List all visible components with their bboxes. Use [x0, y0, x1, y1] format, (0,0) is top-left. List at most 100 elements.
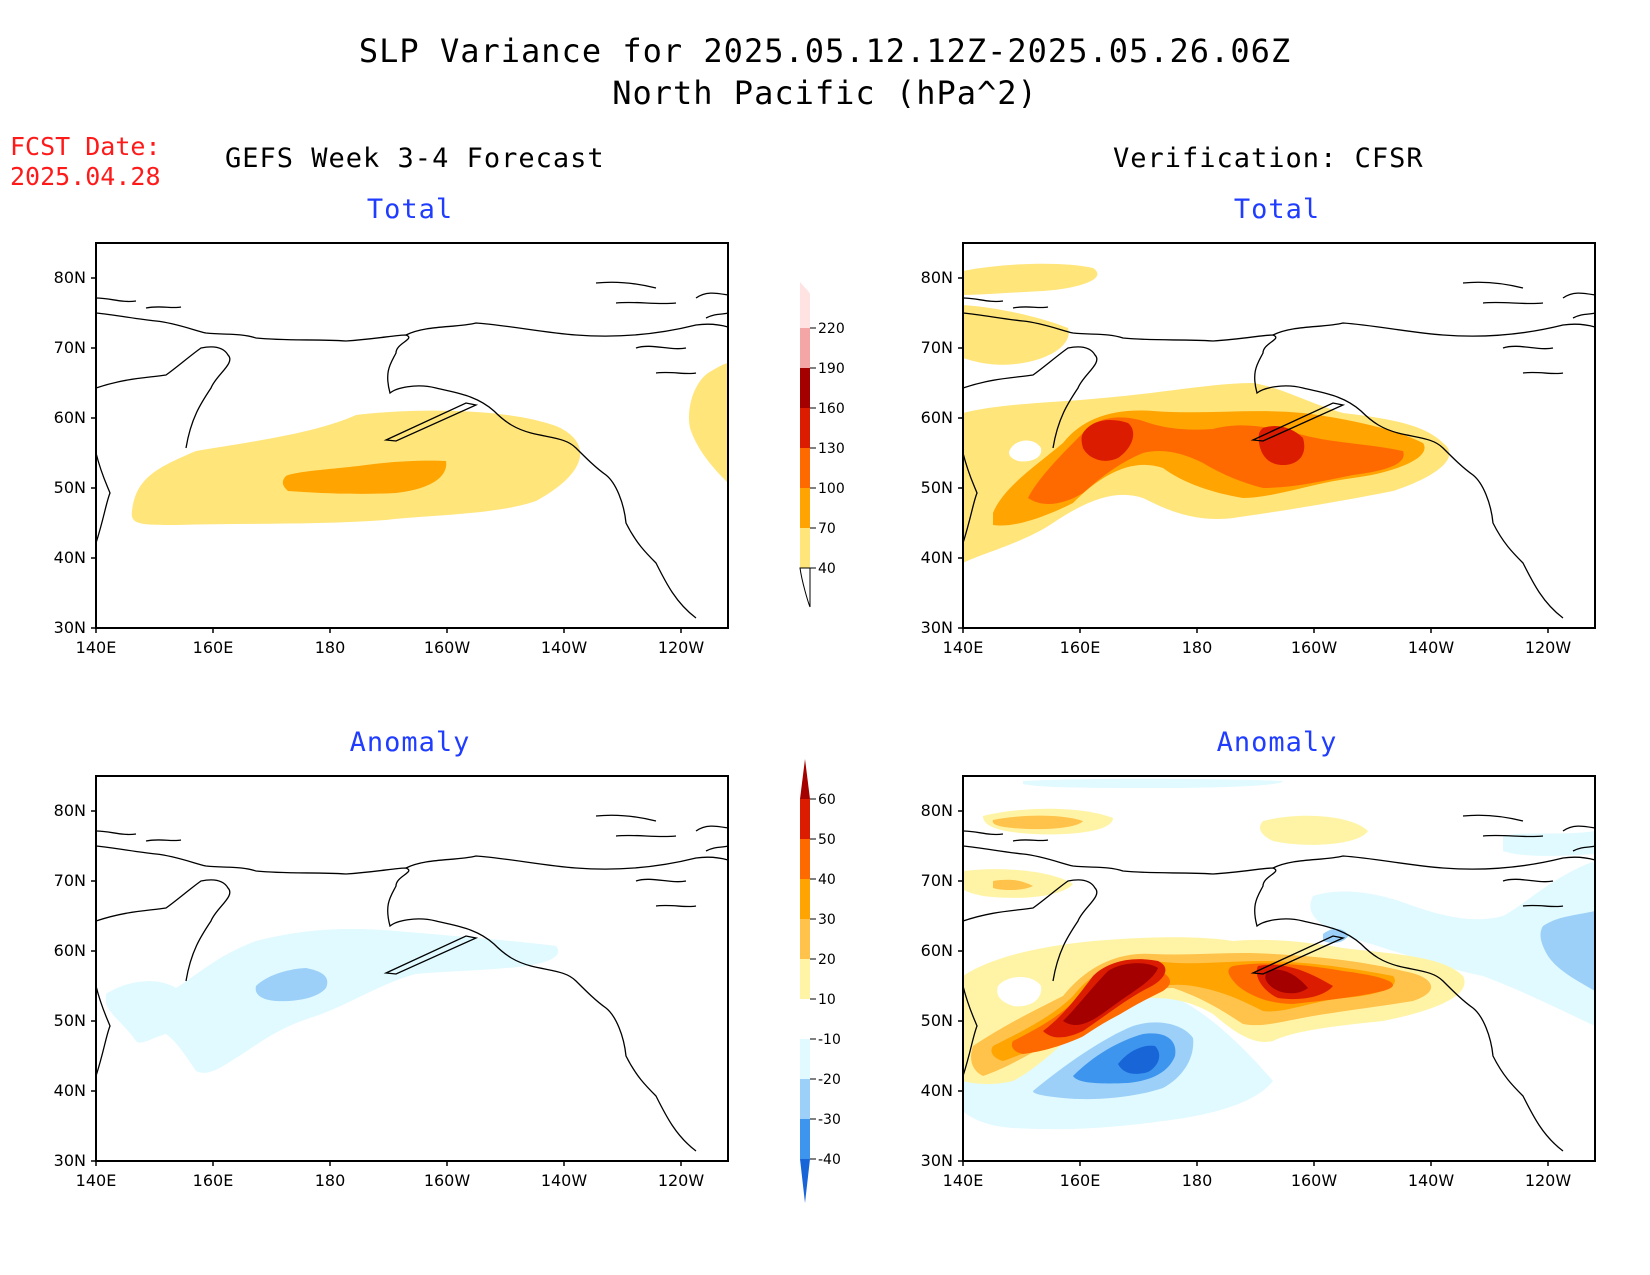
colorbar-swatch	[800, 999, 810, 1039]
lon-label: 120W	[658, 638, 705, 657]
lon-label: 140E	[76, 1171, 117, 1190]
colorbar-label: 100	[818, 481, 845, 497]
colorbar-anomaly-ticks	[810, 798, 816, 1160]
lon-label: 120W	[1525, 1171, 1572, 1190]
shade-gap-white	[1009, 440, 1042, 462]
right-column-heading: Verification: CFSR	[1113, 143, 1424, 174]
colorbar-label: 30	[818, 912, 836, 928]
lon-ticks	[95, 1161, 682, 1166]
shade-70-100	[282, 460, 447, 494]
map-forecast-anomaly-plot: 80N 70N 60N 50N 40N 30N 140E 160E 180 16…	[54, 775, 729, 1190]
colorbar-swatch	[800, 919, 810, 959]
lon-label: 160E	[193, 1171, 234, 1190]
frame	[95, 242, 729, 629]
colorbar-swatch	[800, 408, 810, 448]
shade-130-160	[1081, 420, 1305, 465]
colorbar-swatch	[800, 839, 810, 879]
map-verification-total-plot: 80N 70N 60N 50N 40N 30N 140E 160E 180 16…	[921, 242, 1596, 657]
map-verification-total: 80N 70N 60N 50N 40N 30N 140E 160E 180 16…	[921, 242, 1596, 657]
map-forecast-total-plot: 80N 70N 60N 50N 40N 30N 140E 160E 180 16…	[54, 242, 729, 657]
main-title-line2: North Pacific (hPa^2)	[612, 74, 1038, 112]
shade-above-60	[1063, 963, 1308, 1026]
colorbar-swatch	[800, 528, 810, 568]
lon-label: 140W	[1408, 638, 1455, 657]
lat-label: 70N	[54, 871, 86, 890]
lon-label: 180	[315, 1171, 346, 1190]
lat-ticks	[958, 277, 963, 629]
colorbar-swatch	[800, 1039, 810, 1079]
fcst-date-block: FCST Date: 2025.04.28	[10, 132, 161, 192]
lat-label: 80N	[921, 801, 953, 820]
lon-labels: 140E 160E 180 160W 140W 120W	[943, 1171, 1572, 1190]
shade-minus20-minus30	[255, 968, 328, 1002]
shade-minus20-east	[1540, 911, 1595, 991]
shade-40-70-east	[688, 363, 728, 483]
shade-40-70-north	[963, 263, 1098, 295]
shade-light-blue-top	[1023, 778, 1283, 788]
lat-labels: 80N 70N 60N 50N 40N 30N	[921, 801, 953, 1170]
colorbar-total-swatches	[799, 282, 811, 608]
colorbar-swatch	[800, 488, 810, 528]
lat-label: 80N	[54, 268, 86, 287]
lat-labels: 80N 70N 60N 50N 40N 30N	[921, 268, 953, 637]
lat-label: 60N	[921, 408, 953, 427]
lat-ticks	[958, 810, 963, 1162]
map-verification-anomaly-plot: 80N 70N 60N 50N 40N 30N 140E 160E 180 16…	[921, 775, 1596, 1190]
colorbar-label: -30	[818, 1112, 841, 1128]
colorbar-total-labels: 220 190 160 130 100 70 40	[818, 321, 845, 577]
lon-label: 140E	[943, 638, 984, 657]
lon-label: 120W	[1525, 638, 1572, 657]
top-left-subtitle: Total	[366, 194, 454, 225]
colorbar-label: 40	[818, 872, 836, 888]
lon-label: 180	[1182, 638, 1213, 657]
colorbar-label: -10	[818, 1032, 841, 1048]
lat-label: 50N	[54, 1011, 86, 1030]
lon-labels: 140E 160E 180 160W 140W 120W	[943, 638, 1572, 657]
frame	[95, 775, 729, 1162]
lat-label: 70N	[921, 871, 953, 890]
shade-light-blue-east	[1310, 831, 1595, 1026]
lon-label: 140E	[76, 638, 117, 657]
map-forecast-total: 80N 70N 60N 50N 40N 30N 140E 160E 180 16…	[54, 242, 729, 657]
lat-label: 80N	[921, 268, 953, 287]
colorbar-anomaly-labels: 60 50 40 30 20 10 -10 -20 -30 -40	[818, 792, 841, 1168]
lat-label: 70N	[921, 338, 953, 357]
colorbar-swatch	[800, 368, 810, 408]
shade-10-20-north	[983, 808, 1368, 845]
colorbar-label: 50	[818, 832, 836, 848]
lon-label: 140W	[1408, 1171, 1455, 1190]
colorbar-label: 40	[818, 561, 836, 577]
shade-minus10-minus20	[106, 929, 559, 1073]
lon-label: 120W	[658, 1171, 705, 1190]
lon-label: 160E	[1060, 638, 1101, 657]
frame	[962, 775, 1596, 1162]
colorbar-label: 70	[818, 521, 836, 537]
frame	[962, 242, 1596, 629]
colorbar-swatch	[800, 448, 810, 488]
colorbar-label: 60	[818, 792, 836, 808]
lon-label: 160W	[1291, 1171, 1338, 1190]
lat-label: 50N	[921, 478, 953, 497]
colorbar-swatch	[800, 1159, 810, 1203]
lon-labels: 140E 160E 180 160W 140W 120W	[76, 638, 705, 657]
lat-label: 30N	[921, 1151, 953, 1170]
colorbar-label: 10	[818, 992, 836, 1008]
coastlines	[95, 814, 729, 1152]
shade-below-minus40	[1118, 1045, 1160, 1074]
lat-label: 40N	[921, 1081, 953, 1100]
colorbar-swatch	[800, 959, 810, 999]
lon-label: 160W	[424, 638, 471, 657]
lon-label: 160W	[424, 1171, 471, 1190]
colorbar-label: 160	[818, 401, 845, 417]
left-column-heading: GEFS Week 3-4 Forecast	[225, 143, 605, 174]
lon-ticks	[962, 628, 1549, 633]
lat-labels: 80N 70N 60N 50N 40N 30N	[54, 801, 86, 1170]
colorbar-swatch	[800, 879, 810, 919]
colorbar-swatch	[799, 567, 811, 608]
colorbar-label: 130	[818, 441, 845, 457]
lat-label: 40N	[54, 548, 86, 567]
lat-label: 60N	[921, 941, 953, 960]
lat-label: 30N	[54, 618, 86, 637]
colorbar-label: -20	[818, 1072, 841, 1088]
lat-label: 30N	[54, 1151, 86, 1170]
